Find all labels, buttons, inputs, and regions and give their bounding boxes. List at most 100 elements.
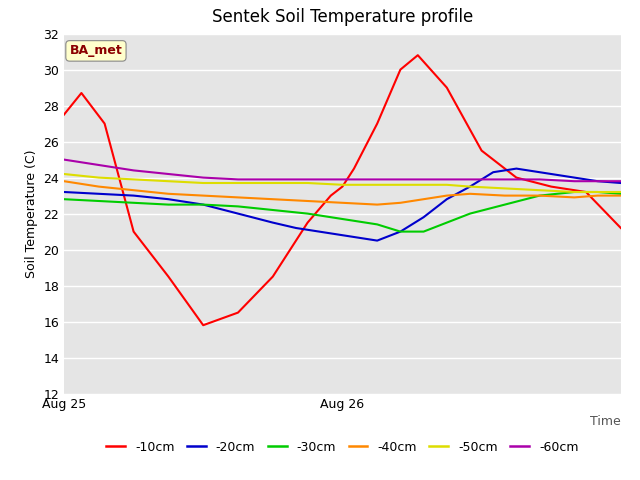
-10cm (582, 189, 590, 195)
Line: -60cm: -60cm (64, 159, 621, 181)
-20cm (339, 232, 346, 238)
-20cm (513, 166, 520, 171)
-10cm (130, 229, 138, 235)
-50cm (617, 189, 625, 195)
-50cm (536, 187, 543, 193)
-50cm (420, 182, 428, 188)
-10cm (100, 121, 108, 127)
-50cm (95, 175, 102, 180)
Y-axis label: Soil Temperature (C): Soil Temperature (C) (25, 149, 38, 278)
-30cm (536, 193, 543, 199)
-40cm (269, 196, 276, 202)
-40cm (234, 194, 242, 200)
-20cm (200, 202, 207, 207)
-50cm (130, 177, 138, 182)
-20cm (130, 193, 138, 199)
-20cm (95, 191, 102, 197)
-30cm (339, 216, 346, 222)
-30cm (594, 189, 602, 195)
-30cm (373, 222, 381, 228)
-60cm (164, 171, 172, 177)
-50cm (570, 189, 578, 195)
-60cm (617, 178, 625, 184)
-60cm (373, 177, 381, 182)
-30cm (130, 200, 138, 205)
Title: Sentek Soil Temperature profile: Sentek Soil Temperature profile (212, 9, 473, 26)
-50cm (200, 180, 207, 186)
Line: -40cm: -40cm (64, 181, 621, 204)
-20cm (466, 184, 474, 190)
-60cm (466, 177, 474, 182)
-60cm (304, 177, 312, 182)
-10cm (373, 121, 381, 127)
-60cm (570, 178, 578, 184)
-10cm (164, 274, 172, 279)
-30cm (397, 229, 404, 235)
-50cm (339, 182, 346, 188)
-20cm (490, 169, 497, 175)
-10cm (327, 193, 335, 199)
-40cm (617, 193, 625, 199)
-10cm (547, 184, 555, 190)
-50cm (466, 184, 474, 190)
-30cm (60, 196, 68, 202)
-60cm (95, 162, 102, 168)
-10cm (234, 310, 242, 315)
-40cm (397, 200, 404, 205)
-10cm (200, 323, 207, 328)
-20cm (164, 196, 172, 202)
-50cm (269, 180, 276, 186)
-60cm (443, 177, 451, 182)
-10cm (477, 148, 485, 154)
Line: -30cm: -30cm (64, 192, 621, 232)
-50cm (373, 182, 381, 188)
-50cm (501, 186, 509, 192)
-10cm (443, 85, 451, 91)
-40cm (339, 200, 346, 205)
-10cm (397, 67, 404, 72)
-50cm (234, 180, 242, 186)
-30cm (443, 220, 451, 226)
-30cm (200, 202, 207, 207)
-10cm (269, 274, 276, 279)
-30cm (269, 207, 276, 213)
-50cm (164, 178, 172, 184)
-50cm (594, 189, 602, 195)
-30cm (570, 189, 578, 195)
-20cm (292, 225, 300, 231)
Line: -20cm: -20cm (64, 168, 621, 240)
Line: -50cm: -50cm (64, 174, 621, 192)
-40cm (304, 198, 312, 204)
-50cm (443, 182, 451, 188)
Legend: -10cm, -20cm, -30cm, -40cm, -50cm, -60cm: -10cm, -20cm, -30cm, -40cm, -50cm, -60cm (101, 436, 584, 459)
-20cm (397, 229, 404, 235)
-10cm (414, 52, 422, 58)
-20cm (443, 196, 451, 202)
-40cm (420, 196, 428, 202)
-40cm (536, 193, 543, 199)
-40cm (501, 193, 509, 199)
-40cm (60, 178, 68, 184)
-20cm (269, 220, 276, 226)
-40cm (570, 194, 578, 200)
-20cm (536, 169, 543, 175)
-10cm (304, 220, 312, 226)
-60cm (234, 177, 242, 182)
-60cm (60, 156, 68, 162)
-30cm (304, 211, 312, 216)
-20cm (373, 238, 381, 243)
Text: BA_met: BA_met (70, 44, 122, 58)
-40cm (130, 187, 138, 193)
-10cm (617, 225, 625, 231)
-10cm (60, 112, 68, 118)
-60cm (594, 178, 602, 184)
-20cm (617, 180, 625, 186)
-40cm (164, 191, 172, 197)
-60cm (536, 177, 543, 182)
-50cm (60, 171, 68, 177)
-30cm (164, 202, 172, 207)
-20cm (420, 214, 428, 220)
-30cm (466, 211, 474, 216)
-30cm (95, 198, 102, 204)
-20cm (594, 178, 602, 184)
